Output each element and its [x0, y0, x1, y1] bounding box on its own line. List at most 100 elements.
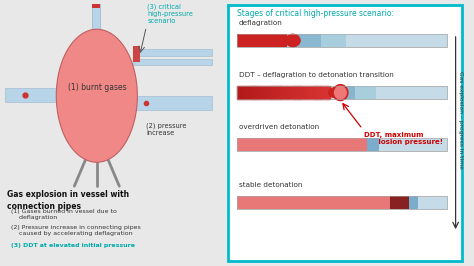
Bar: [250, 86, 252, 99]
Bar: [262, 86, 264, 99]
Bar: [296, 86, 298, 99]
Bar: [324, 86, 325, 99]
Bar: [310, 86, 311, 99]
Text: Gas explosion – progress in time: Gas explosion – progress in time: [458, 71, 463, 169]
Bar: [319, 86, 321, 99]
Text: deflagration: deflagration: [239, 20, 283, 26]
Bar: [237, 86, 447, 99]
Bar: [237, 196, 447, 209]
FancyBboxPatch shape: [92, 4, 100, 31]
Bar: [237, 34, 287, 47]
Bar: [313, 86, 315, 99]
Bar: [299, 86, 301, 99]
Bar: [293, 34, 330, 47]
Bar: [322, 86, 324, 99]
Text: (2) Pressure increase in connecting pipes
    caused by accelerating deflagratio: (2) Pressure increase in connecting pipe…: [11, 225, 141, 236]
Bar: [276, 86, 278, 99]
Bar: [265, 86, 267, 99]
Bar: [239, 86, 241, 99]
Bar: [245, 86, 247, 99]
Ellipse shape: [285, 34, 301, 47]
Text: (3) DDT at elevated initial pressure: (3) DDT at elevated initial pressure: [11, 243, 135, 248]
Bar: [303, 86, 305, 99]
Bar: [282, 86, 284, 99]
Bar: [279, 86, 281, 99]
Bar: [297, 86, 299, 99]
Text: (3) critical
high-pressure
scenario: (3) critical high-pressure scenario: [147, 3, 193, 24]
Bar: [268, 86, 270, 99]
Bar: [283, 86, 285, 99]
Bar: [270, 86, 272, 99]
Bar: [318, 86, 319, 99]
Bar: [256, 86, 258, 99]
Bar: [253, 86, 255, 99]
Text: DDT – deflagration to detonation transition: DDT – deflagration to detonation transit…: [239, 72, 393, 78]
Bar: [255, 86, 256, 99]
Bar: [316, 86, 318, 99]
Bar: [244, 86, 246, 99]
Bar: [367, 138, 379, 151]
Bar: [335, 86, 364, 99]
Bar: [288, 86, 290, 99]
Bar: [237, 34, 447, 47]
Bar: [355, 86, 376, 99]
Bar: [242, 86, 244, 99]
Bar: [287, 86, 288, 99]
Bar: [321, 34, 346, 47]
Bar: [307, 86, 309, 99]
Bar: [261, 86, 262, 99]
Bar: [240, 86, 242, 99]
FancyBboxPatch shape: [228, 5, 462, 261]
Bar: [267, 86, 268, 99]
Circle shape: [333, 85, 348, 101]
Text: overdriven detonation: overdriven detonation: [239, 124, 319, 130]
Bar: [305, 86, 307, 99]
Bar: [237, 196, 447, 209]
Text: (1) burnt gases: (1) burnt gases: [67, 83, 126, 92]
FancyBboxPatch shape: [133, 49, 211, 56]
Bar: [237, 34, 447, 47]
Bar: [308, 86, 310, 99]
Bar: [277, 86, 279, 99]
Bar: [271, 86, 273, 99]
Bar: [246, 86, 248, 99]
FancyBboxPatch shape: [133, 46, 140, 62]
Bar: [311, 86, 313, 99]
Bar: [237, 86, 239, 99]
Bar: [291, 86, 293, 99]
Bar: [237, 138, 367, 151]
Bar: [325, 86, 327, 99]
Bar: [293, 86, 294, 99]
FancyBboxPatch shape: [133, 59, 211, 65]
Text: DDT, maximum
explosion pressure!: DDT, maximum explosion pressure!: [364, 132, 443, 145]
Bar: [257, 86, 259, 99]
Bar: [281, 86, 283, 99]
Bar: [294, 86, 296, 99]
Bar: [248, 86, 250, 99]
Bar: [285, 86, 287, 99]
Text: stable detonation: stable detonation: [239, 182, 302, 188]
Bar: [237, 138, 447, 151]
FancyBboxPatch shape: [92, 4, 100, 8]
Bar: [237, 86, 447, 99]
Ellipse shape: [328, 87, 341, 98]
Bar: [273, 86, 274, 99]
Bar: [314, 86, 316, 99]
Text: Gas explosion in vessel with
connection pipes: Gas explosion in vessel with connection …: [7, 190, 129, 211]
Bar: [274, 86, 276, 99]
Bar: [264, 86, 265, 99]
Bar: [290, 86, 292, 99]
Bar: [409, 196, 418, 209]
Bar: [320, 86, 322, 99]
Bar: [302, 86, 304, 99]
Bar: [391, 196, 409, 209]
FancyBboxPatch shape: [133, 96, 211, 110]
Bar: [301, 86, 302, 99]
Bar: [237, 138, 447, 151]
Bar: [259, 86, 261, 99]
Bar: [328, 86, 330, 99]
Bar: [237, 196, 409, 209]
FancyBboxPatch shape: [5, 88, 61, 102]
Bar: [251, 86, 253, 99]
Ellipse shape: [56, 29, 137, 162]
